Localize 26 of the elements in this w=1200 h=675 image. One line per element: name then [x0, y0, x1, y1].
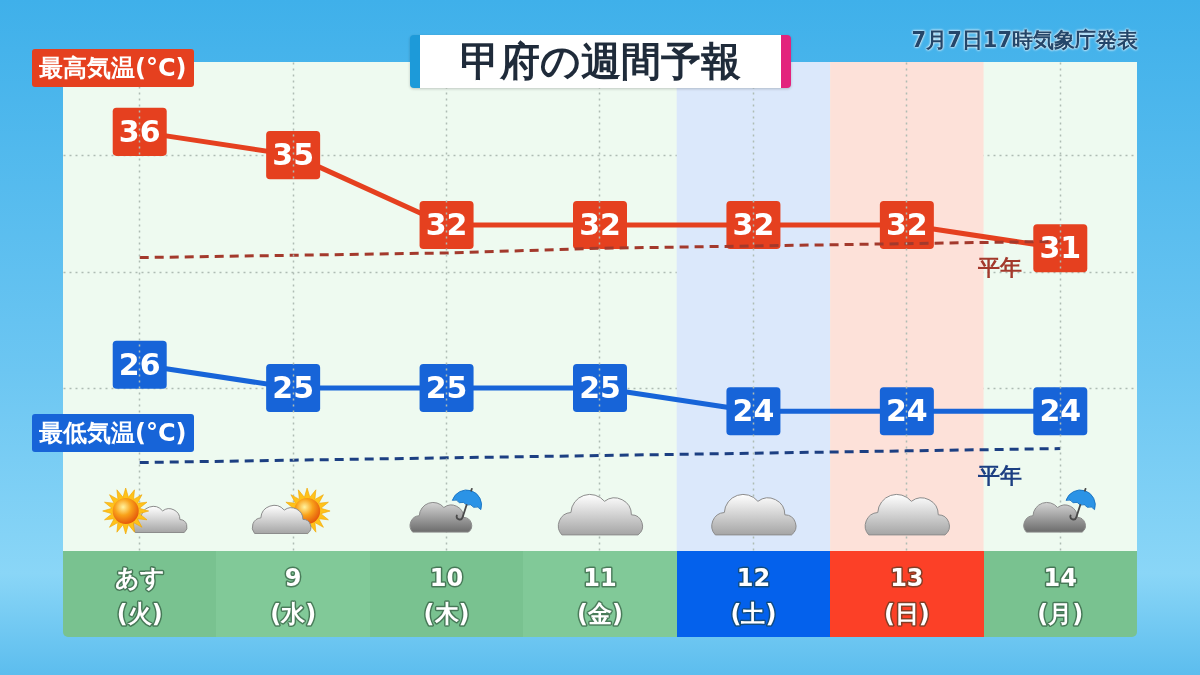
x-tick-label: 13 (日) — [883, 563, 930, 628]
x-tick-label: 14 (月) — [1037, 563, 1084, 628]
series-label: 平年 — [977, 462, 1023, 488]
data-label: 25 — [272, 370, 315, 405]
data-label: 32 — [732, 207, 775, 242]
data-label: 24 — [1039, 393, 1082, 429]
data-label: 32 — [885, 207, 928, 242]
data-label: 31 — [1039, 230, 1082, 266]
x-tick-label: 9 (水) — [270, 563, 317, 628]
x-tick-label: あす (火) — [114, 563, 165, 628]
data-label: 36 — [118, 113, 161, 149]
text: 最高気温(°C) — [32, 48, 194, 87]
x-tick-label: 10 (木) — [423, 563, 470, 628]
data-label: 25 — [579, 370, 621, 405]
data-label: 25 — [425, 370, 468, 405]
data-label: 32 — [579, 207, 621, 242]
data-label: 35 — [272, 137, 315, 173]
data-label: 24 — [732, 393, 775, 429]
series-label: 最低気温(°C) — [32, 413, 194, 452]
data-label: 32 — [425, 207, 468, 242]
data-label: 26 — [118, 346, 161, 382]
data-label: 24 — [885, 393, 928, 429]
text: 7月7日17時気象庁発表 — [911, 27, 1138, 54]
series-label: 平年 — [977, 255, 1023, 281]
x-tick-label: 12 (土) — [730, 563, 777, 628]
x-tick-label: 11 (金) — [577, 563, 623, 628]
